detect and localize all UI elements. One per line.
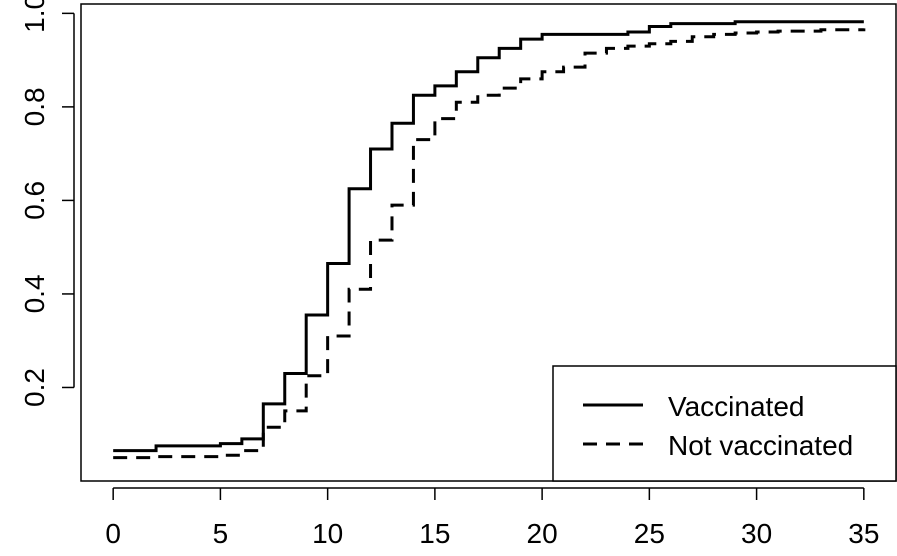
- x-tick-label: 25: [634, 518, 665, 549]
- x-tick-label: 15: [419, 518, 450, 549]
- x-tick-label: 0: [105, 518, 121, 549]
- y-tick-label: 0.2: [19, 368, 50, 407]
- x-tick-label: 5: [213, 518, 229, 549]
- y-tick-label: 0.4: [19, 274, 50, 313]
- legend-box: [552, 365, 897, 482]
- series-line-vaccinated: [113, 20, 864, 453]
- legend-label-vaccinated: Vaccinated: [668, 391, 804, 422]
- legend-label-not-vaccinated: Not vaccinated: [668, 430, 853, 461]
- y-tick-label: 0.8: [19, 87, 50, 126]
- y-axis: 0.2 0.4 0.6 0.8 1.0: [19, 0, 75, 407]
- x-tick-label: 10: [312, 518, 343, 549]
- x-tick-label: 30: [741, 518, 772, 549]
- x-axis: 0 5 10 15 20 25 30 35: [105, 487, 879, 549]
- legend: Vaccinated Not vaccinated: [552, 365, 897, 482]
- x-tick-label: 35: [848, 518, 879, 549]
- y-tick-label: 0.6: [19, 181, 50, 220]
- y-tick-label: 1.0: [19, 0, 50, 33]
- series-line-not-vaccinated: [113, 28, 866, 460]
- x-tick-label: 20: [527, 518, 558, 549]
- series-layer: [113, 20, 866, 460]
- plot-frame: [80, 3, 897, 482]
